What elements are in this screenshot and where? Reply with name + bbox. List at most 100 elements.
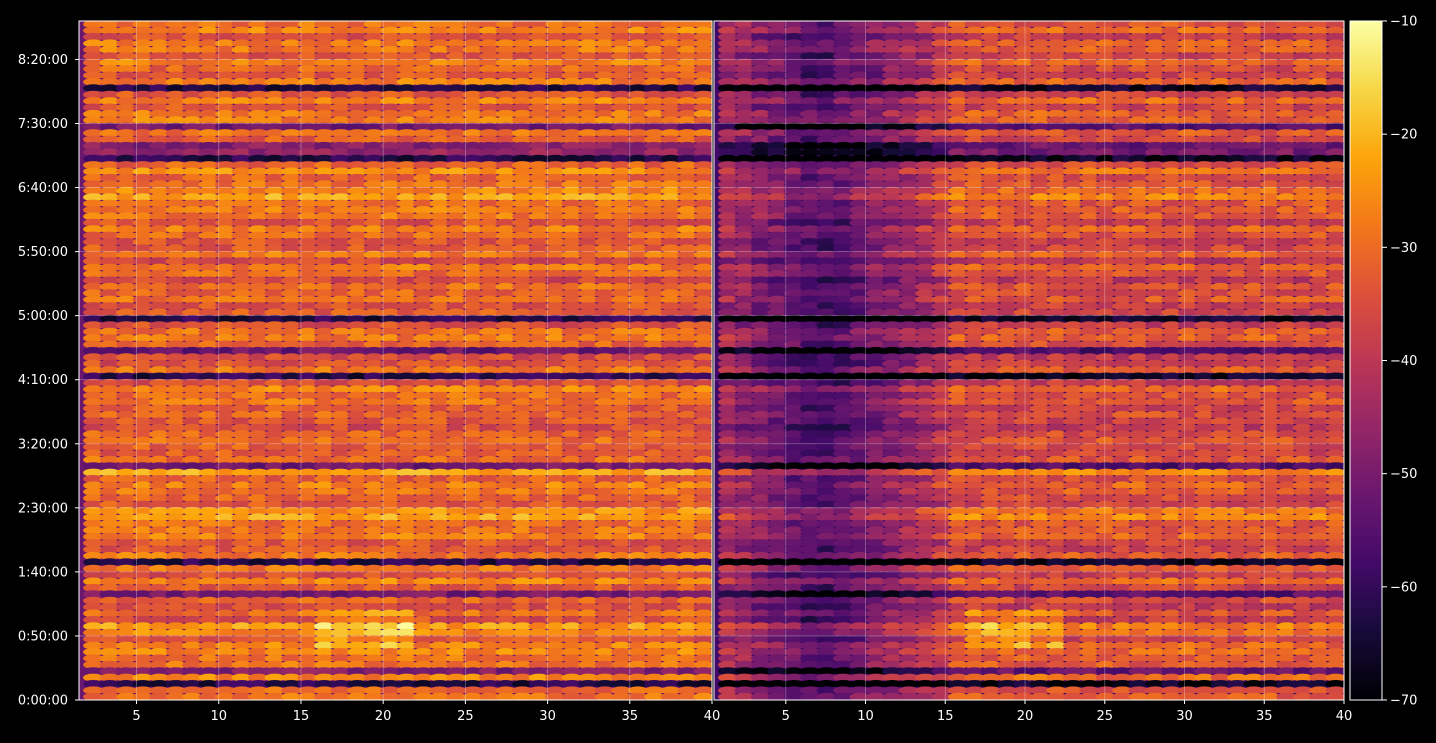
heatmap-cell — [479, 45, 500, 54]
heatmap-cell — [116, 26, 137, 35]
heatmap-cell — [248, 238, 269, 246]
heatmap-cell — [198, 199, 219, 208]
heatmap-cell — [314, 417, 335, 426]
heatmap-cell — [578, 366, 599, 375]
heatmap-cell — [330, 97, 351, 106]
heatmap-cell — [545, 314, 566, 323]
heatmap-cell — [677, 129, 698, 138]
heatmap-cell — [462, 366, 483, 375]
heatmap-cell — [380, 84, 401, 93]
heatmap-cell — [561, 270, 582, 278]
heatmap-cell — [561, 238, 582, 246]
heatmap-cell — [396, 21, 417, 29]
heatmap-cell — [627, 109, 648, 118]
heatmap-cell — [677, 103, 698, 112]
heatmap-cell — [660, 404, 681, 413]
heatmap-cell — [561, 398, 582, 407]
heatmap-cell — [413, 430, 434, 439]
heatmap-cell — [83, 26, 104, 35]
heatmap-cell — [248, 282, 269, 291]
heatmap-cell — [83, 193, 104, 202]
heatmap-cell — [231, 378, 252, 387]
heatmap-cell — [215, 58, 236, 67]
heatmap-cell — [594, 378, 615, 387]
heatmap-cell — [429, 257, 450, 266]
heatmap-cell — [462, 135, 483, 144]
heatmap-cell — [545, 26, 566, 35]
heatmap-cell — [248, 122, 269, 131]
heatmap-cell — [479, 423, 500, 432]
heatmap-cell — [413, 186, 434, 195]
heatmap-cell — [281, 186, 302, 195]
heatmap-cell — [281, 193, 302, 202]
heatmap-cell — [644, 398, 665, 407]
heatmap-cell — [446, 129, 467, 138]
heatmap-cell — [545, 141, 566, 150]
heatmap-cell — [363, 385, 384, 394]
heatmap-cell — [215, 398, 236, 407]
heatmap-cell — [512, 366, 533, 375]
heatmap-cell — [479, 21, 500, 29]
heatmap-cell — [347, 135, 368, 144]
heatmap-cell — [314, 103, 335, 112]
heatmap-cell — [462, 103, 483, 112]
heatmap-cell — [578, 372, 599, 381]
heatmap-cell — [363, 276, 384, 285]
heatmap-cell — [297, 289, 318, 298]
heatmap-cell — [363, 135, 384, 144]
heatmap-cell — [363, 180, 384, 189]
heatmap-cell — [578, 244, 599, 253]
heatmap-cell — [281, 45, 302, 54]
heatmap-cell — [413, 276, 434, 285]
heatmap-cell — [693, 135, 712, 144]
heatmap-cell — [545, 430, 566, 439]
heatmap-cell — [198, 417, 219, 426]
heatmap-cell — [644, 84, 665, 93]
heatmap-cell — [528, 398, 549, 407]
heatmap-cell — [149, 52, 170, 61]
heatmap-cell — [495, 385, 516, 394]
heatmap-cell — [396, 231, 417, 240]
heatmap-cell — [396, 173, 417, 182]
heatmap-cell — [693, 443, 712, 451]
heatmap-cell — [545, 282, 566, 291]
heatmap-cell — [561, 385, 582, 394]
heatmap-cell — [281, 436, 302, 445]
heatmap-cell — [99, 122, 121, 131]
heatmap-cell — [330, 372, 351, 381]
heatmap-cell — [693, 391, 712, 400]
heatmap-cell — [149, 199, 170, 208]
heatmap-cell — [693, 33, 712, 41]
heatmap-cell — [660, 359, 681, 368]
heatmap-cell — [512, 302, 533, 311]
heatmap-cell — [512, 84, 533, 93]
heatmap-cell — [99, 135, 121, 144]
heatmap-cell — [231, 385, 252, 394]
heatmap-cell — [198, 65, 219, 73]
heatmap-cell — [413, 282, 434, 291]
heatmap-cell — [545, 276, 566, 285]
heatmap-cell — [347, 186, 368, 195]
heatmap-cell — [561, 436, 582, 445]
heatmap-cell — [330, 206, 351, 214]
heatmap-cell — [429, 282, 450, 291]
heatmap-cell — [363, 404, 384, 413]
heatmap-cell — [314, 26, 335, 35]
heatmap-cell — [429, 270, 450, 278]
heatmap-cell — [281, 378, 302, 387]
heatmap-cell — [561, 334, 582, 343]
heatmap-cell — [297, 231, 318, 240]
heatmap-cell — [347, 141, 368, 150]
heatmap-cell — [132, 314, 153, 323]
heatmap-cell — [248, 186, 269, 195]
heatmap-cell — [330, 33, 351, 41]
heatmap-cell — [561, 65, 582, 73]
heatmap-cell — [314, 186, 335, 195]
heatmap-cell — [281, 33, 302, 41]
heatmap-cell — [297, 33, 318, 41]
heatmap-cell — [99, 353, 121, 362]
heatmap-cell — [314, 129, 335, 138]
heatmap-cell — [215, 180, 236, 189]
heatmap-cell — [83, 443, 104, 451]
heatmap-cell — [281, 154, 302, 163]
